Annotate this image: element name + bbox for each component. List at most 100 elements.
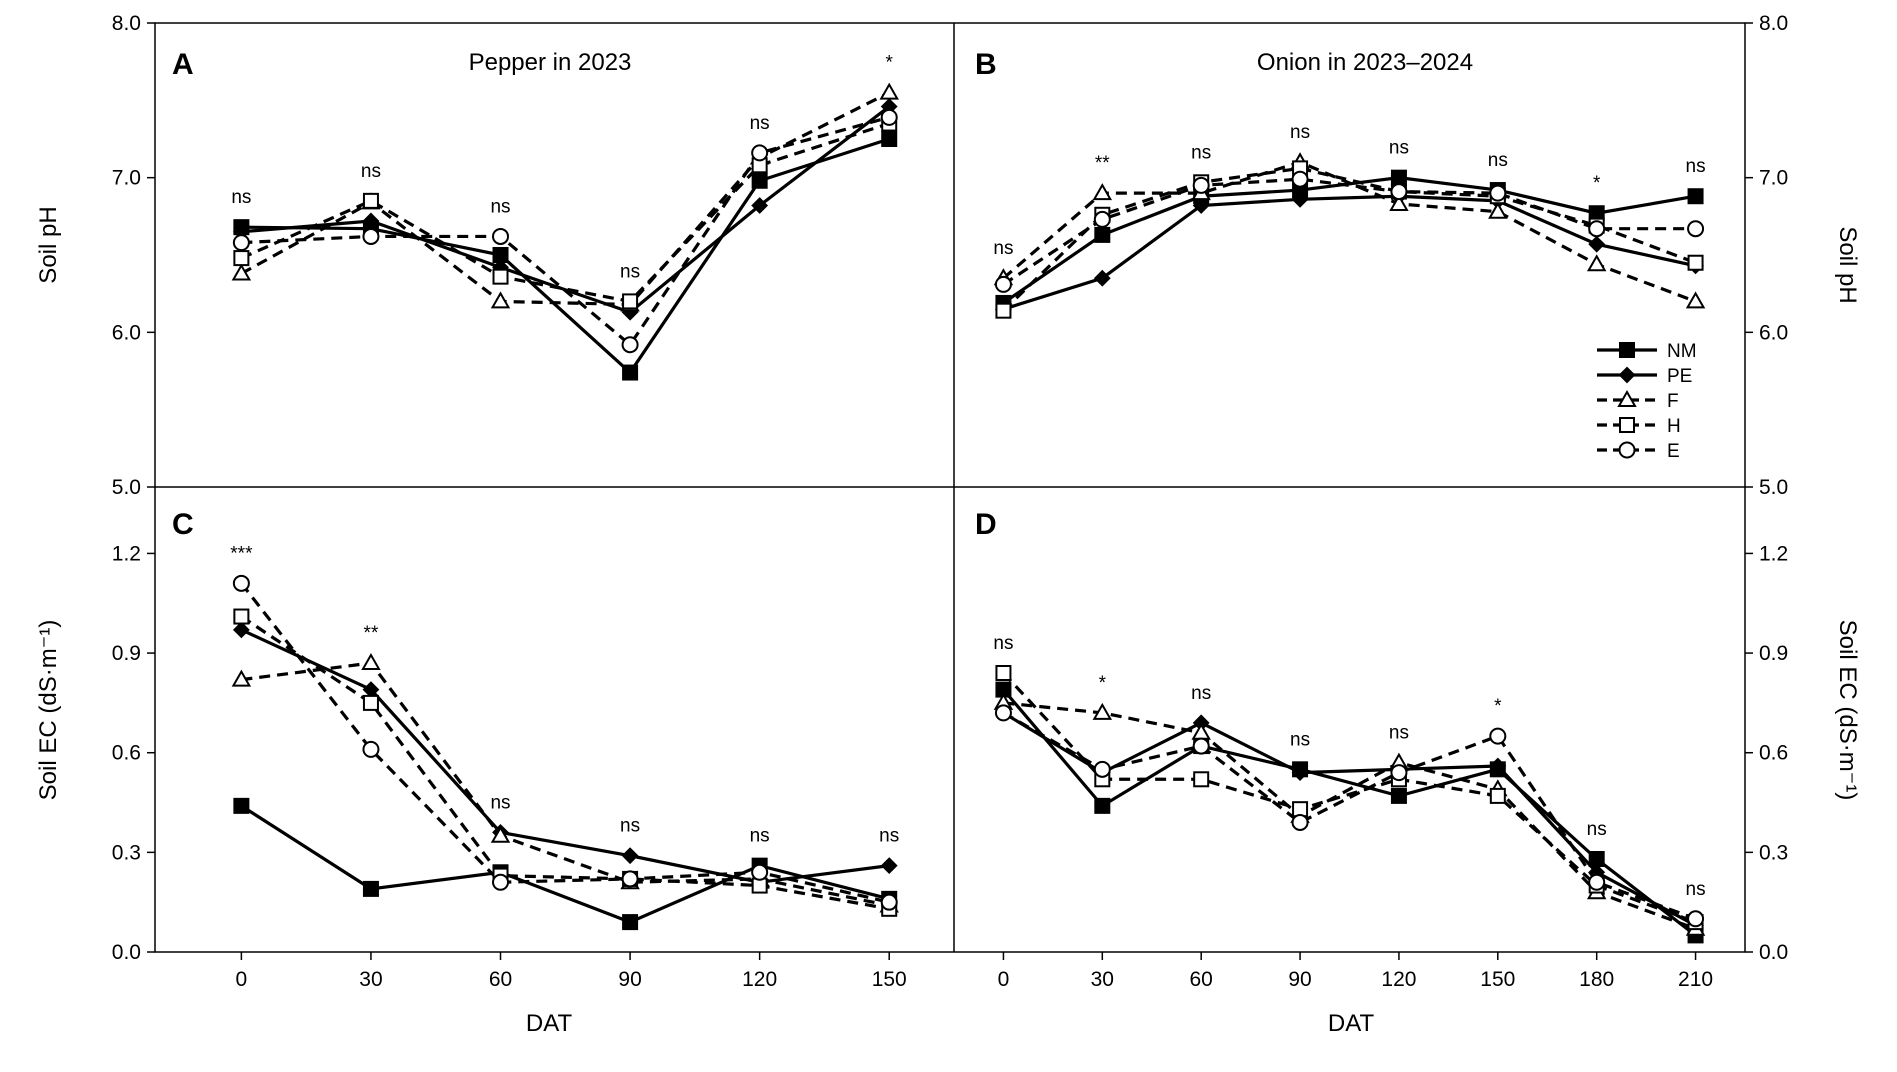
panel-c-point-pe <box>880 857 898 875</box>
panel-a-ytick-label: 7.0 <box>112 167 141 190</box>
panel-b-ytick-label: 5.0 <box>1759 476 1788 499</box>
panel-d-point-e <box>1489 727 1507 745</box>
panel-a-point-h <box>233 250 250 267</box>
panel-a-point-h <box>622 293 639 310</box>
panel-b-point-f <box>1586 254 1607 272</box>
panel-c-ytick-label: 0.9 <box>112 642 141 665</box>
panel-a-point-pe <box>751 197 769 214</box>
panel-b-point-h <box>1687 254 1704 271</box>
panel-c-point-nm <box>362 880 379 897</box>
panel-c-series-line-nm <box>240 804 890 924</box>
panel-d-ytick-label: 0.9 <box>1759 642 1788 665</box>
panel-d-point-e <box>1687 910 1705 928</box>
panel-d-point-pe <box>1489 757 1507 775</box>
legend-marker-e <box>1618 441 1636 459</box>
panel-c-point-h <box>362 694 379 711</box>
panel-d-point-nm <box>1390 787 1407 804</box>
panel-a-series-line-nm <box>241 137 890 375</box>
panel-c-series-line-e <box>240 582 890 904</box>
panel-d-series-line-e <box>1002 711 1697 921</box>
panel-c-point-e <box>621 870 639 888</box>
panel-b-ytick-label: 6.0 <box>1759 321 1788 344</box>
panel-b-ytick-label: 7.0 <box>1759 167 1788 190</box>
panel-d-point-e <box>1588 873 1606 891</box>
panel-c-point-e <box>880 893 898 911</box>
panel-b-point-e <box>1390 183 1408 201</box>
panel-d-significance-label: ns <box>993 633 1013 654</box>
panel-b-significance-label: ns <box>1290 122 1310 143</box>
panel-b-series-line-f <box>1002 160 1697 303</box>
panel-c-point-e <box>362 740 380 758</box>
panel-a-point-h <box>362 192 379 209</box>
panel-b-series-line-pe <box>1002 194 1696 311</box>
panel-a-significance-label: ns <box>750 113 770 134</box>
panel-d-ytick-label: 0.6 <box>1759 742 1788 765</box>
panel-b-point-f <box>1488 201 1508 219</box>
panel-c-ytick-label: 0.6 <box>112 742 141 765</box>
panel-b-significance-label: ns <box>1389 138 1409 159</box>
panel-c-point-nm <box>622 914 639 931</box>
panel-c-series-line-h <box>240 615 890 911</box>
legend: NM PE FHE <box>1597 341 1697 462</box>
panel-d-significance-label: ns <box>1290 729 1310 750</box>
panel-b-point-f <box>1389 193 1409 211</box>
panel-c-xtick-label: 0 <box>236 968 248 991</box>
panel-d-point-pe <box>1291 764 1309 782</box>
panel-b-significance-label: ns <box>1686 156 1706 177</box>
panel-label-a: A <box>172 48 194 81</box>
panel-a-series-line-pe <box>241 105 891 315</box>
panel-d-significance-label: * <box>1494 696 1502 717</box>
legend-label-f: F <box>1667 391 1679 412</box>
panel-b-point-e <box>1291 170 1309 188</box>
panel-d-point-e <box>1192 737 1210 755</box>
panel-c-significance-label: *** <box>230 543 253 564</box>
panel-b-point-f <box>1092 183 1113 201</box>
panel-c-point-nm <box>233 797 250 814</box>
panel-d-xtick-label: 0 <box>998 968 1010 991</box>
panel-d-ytick-label: 0.3 <box>1759 841 1788 864</box>
panel-c-significance-label: ns <box>620 816 640 837</box>
chart-text-layer: A B C D Pepper in 2023 Onion in 2023–202… <box>35 48 1861 1037</box>
panel-b-point-e <box>1588 220 1606 238</box>
panel-a-point-e <box>362 227 380 245</box>
panel-a-significance-label: * <box>886 53 894 74</box>
panel-c-point-e <box>232 574 250 592</box>
panel-d-point-h <box>995 665 1012 681</box>
panel-d-xtick-label: 60 <box>1190 968 1213 991</box>
panel-d-xtick-label: 150 <box>1480 968 1515 991</box>
panel-c-xtick-label: 30 <box>359 968 382 991</box>
panel-a-significance-label: ns <box>361 161 381 182</box>
panel-b-point-e <box>1093 210 1111 228</box>
panel-a-point-e <box>621 336 639 354</box>
panel-b-point-nm <box>1390 169 1407 186</box>
panel-d-point-e <box>1291 813 1309 831</box>
panel-b-point-pe <box>1192 197 1210 214</box>
panel-d-point-f <box>1092 702 1113 720</box>
panel-d-xtick-label: 120 <box>1381 968 1416 991</box>
panel-d-xtick-label: 180 <box>1579 968 1614 991</box>
panel-a-significance-label: ns <box>231 187 251 208</box>
panel-c-xtick-label: 90 <box>618 968 641 991</box>
panel-c-point-pe <box>232 621 250 639</box>
panel-a-point-nm <box>751 172 768 189</box>
legend-label-pe: PE <box>1667 366 1692 387</box>
panel-c-significance-label: ** <box>364 623 379 644</box>
panel-b-point-pe <box>1588 235 1606 253</box>
panel-d-point-h <box>1489 787 1506 804</box>
legend-label-h: H <box>1667 416 1681 437</box>
panel-b-point-pe <box>1291 190 1309 208</box>
panel-d-significance-label: ns <box>1389 723 1409 744</box>
legend-marker-nm <box>1619 342 1635 358</box>
panel-d-series-line-h <box>1002 671 1697 924</box>
panel-a-ytick-label: 5.0 <box>112 476 141 499</box>
panel-a-point-e <box>492 227 510 245</box>
panel-b-ytick-label: 8.0 <box>1759 12 1788 35</box>
panel-b-point-e <box>994 275 1012 293</box>
panel-b-point-e <box>1192 176 1210 194</box>
panel-c-point-f <box>361 653 381 671</box>
panel-a-significance-label: ns <box>620 261 640 282</box>
panel-b-point-h <box>995 302 1012 319</box>
panel-c-ytick-label: 0.0 <box>112 941 141 964</box>
panel-title-a: Pepper in 2023 <box>469 49 632 76</box>
